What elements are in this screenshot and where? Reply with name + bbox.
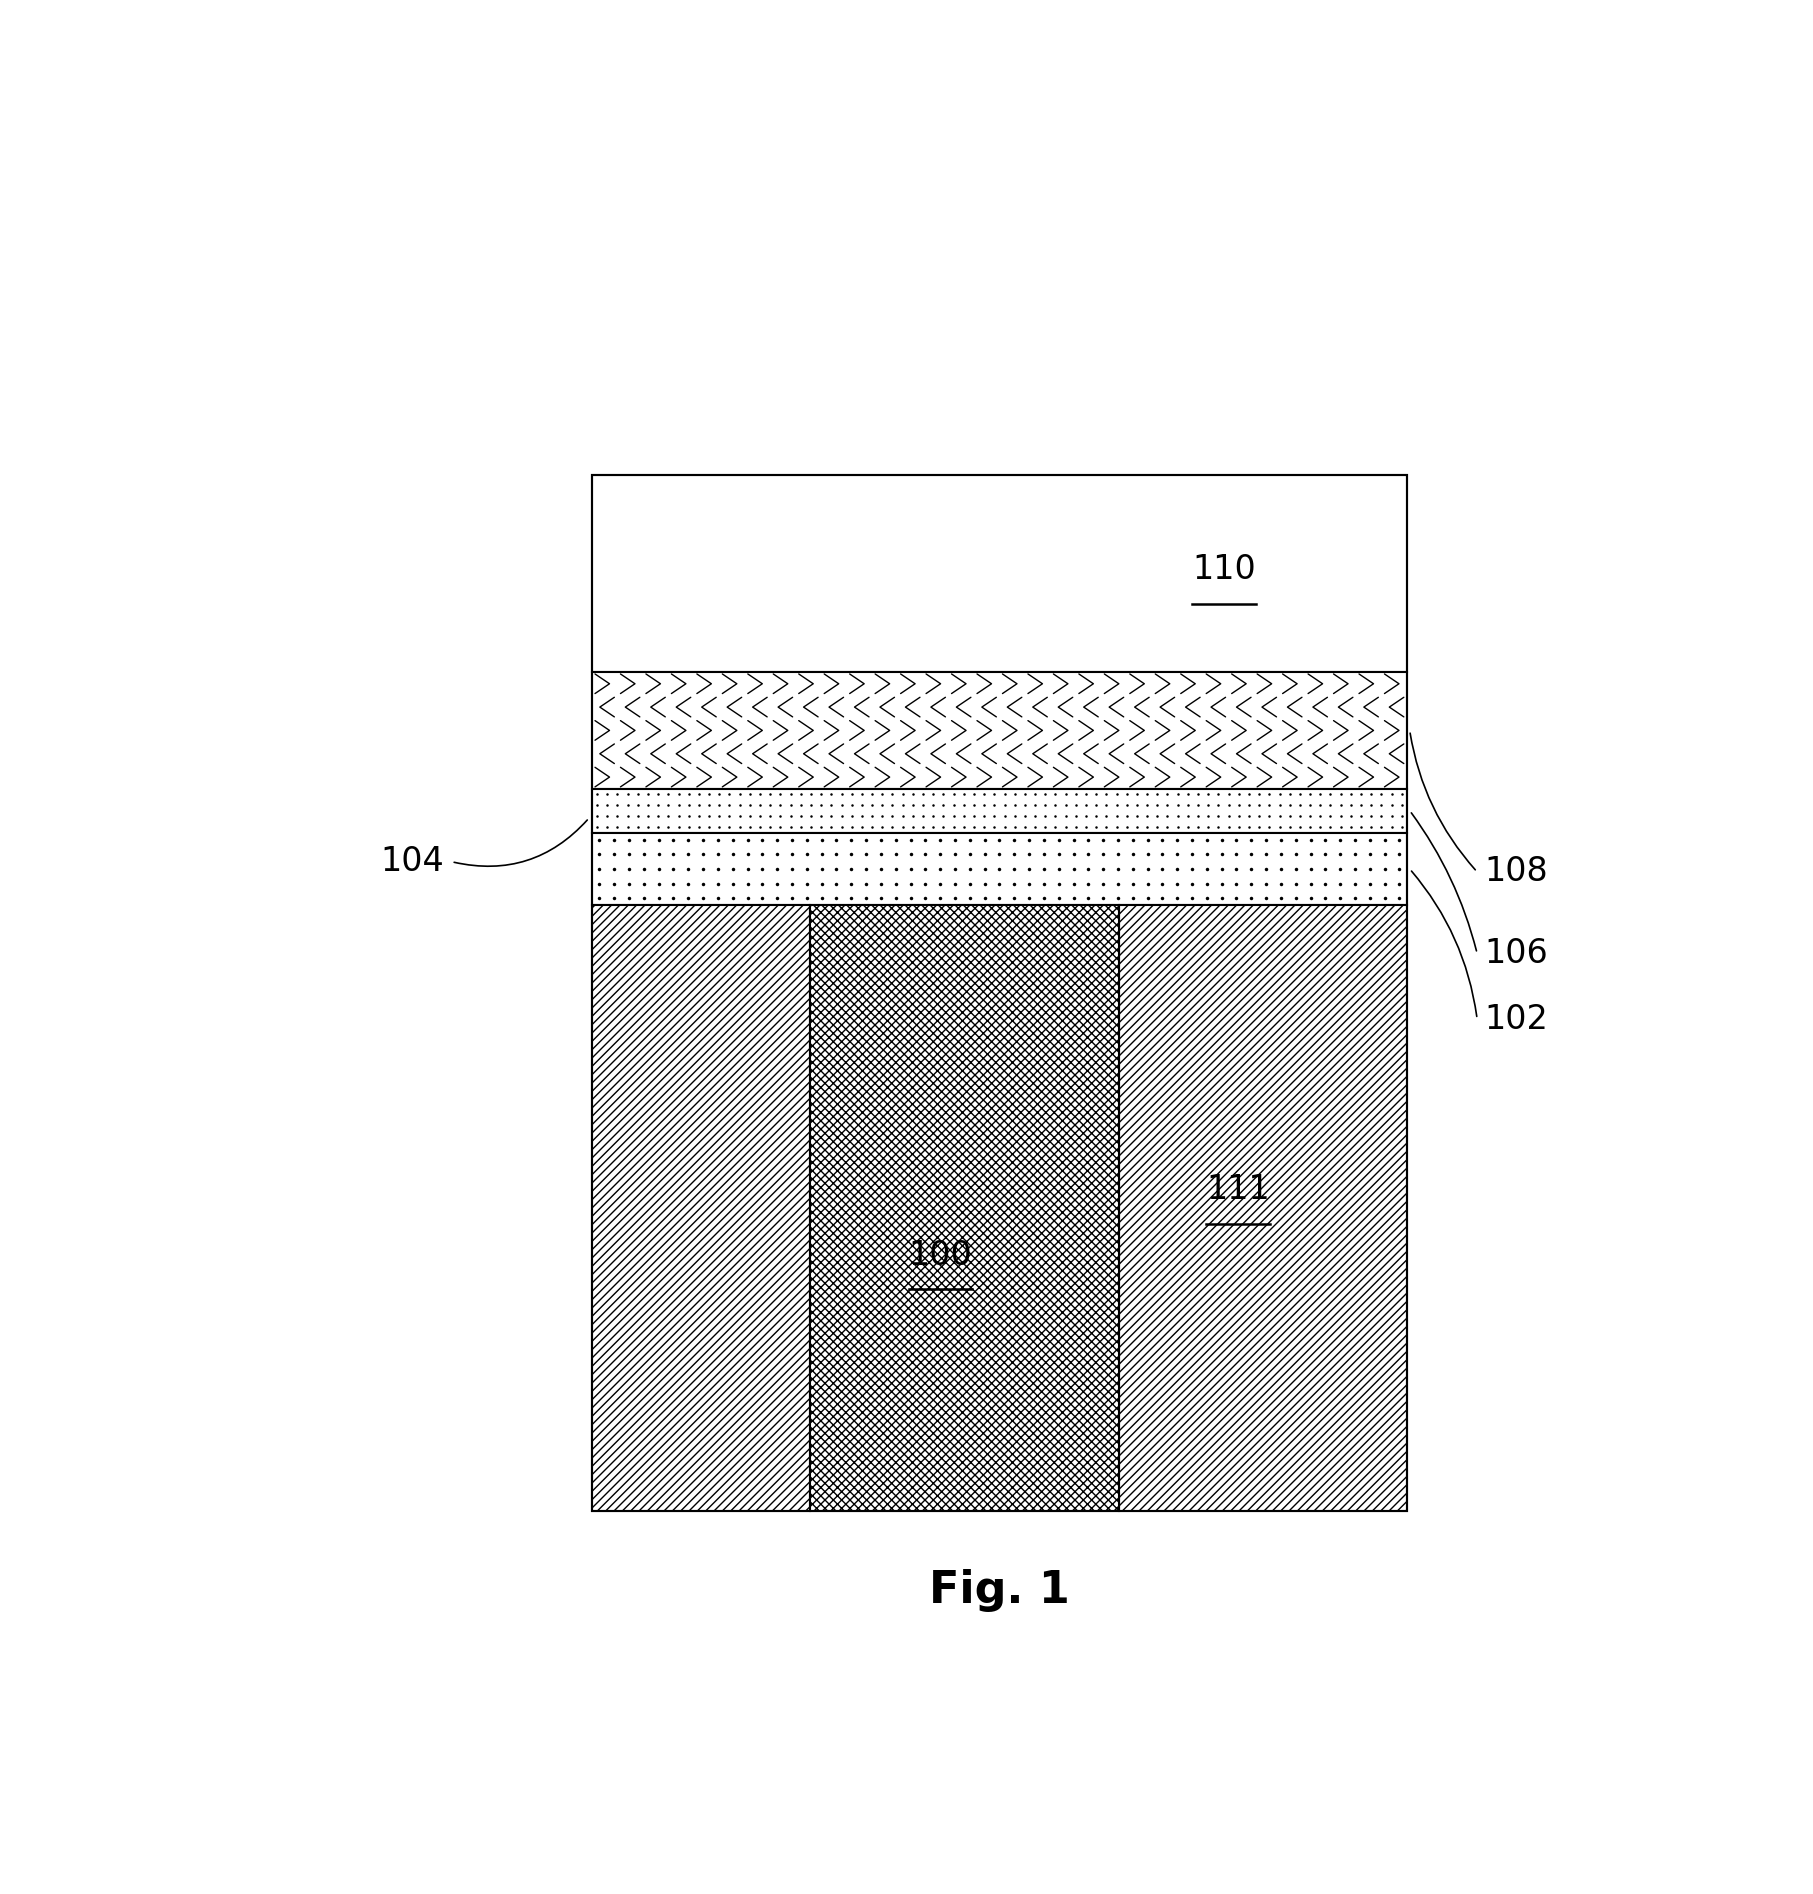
Text: 111: 111 (1206, 1172, 1271, 1206)
Bar (593, 672, 1407, 788)
Text: Fig. 1: Fig. 1 (928, 1570, 1070, 1612)
Bar (593, 475, 1407, 1511)
Text: 104: 104 (381, 845, 444, 879)
Bar (593, 833, 1407, 905)
Bar (810, 905, 1119, 1511)
Text: 110: 110 (1193, 553, 1256, 587)
Bar (593, 788, 1407, 833)
Text: 102: 102 (1485, 1002, 1548, 1036)
Bar (593, 905, 810, 1511)
Text: 100: 100 (908, 1239, 972, 1273)
Bar (1119, 905, 1407, 1511)
Text: 108: 108 (1485, 856, 1548, 888)
Text: 106: 106 (1485, 938, 1548, 970)
Bar (593, 475, 1407, 672)
